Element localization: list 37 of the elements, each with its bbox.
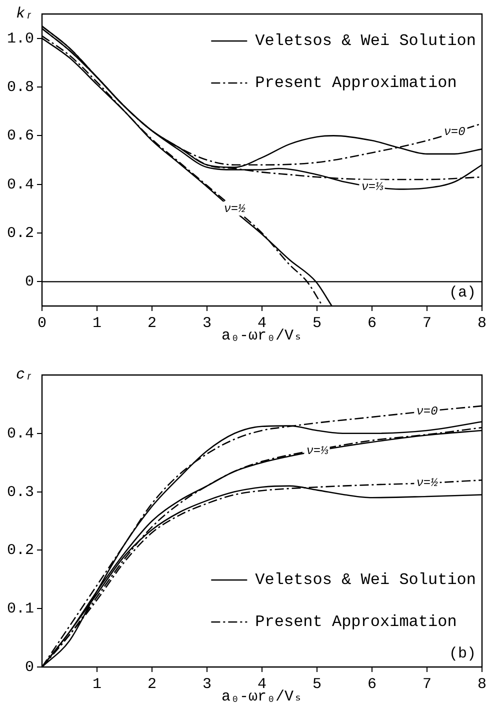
annotation: ν=0	[416, 404, 438, 418]
x-tick-label: 8	[477, 314, 487, 332]
y-tick-label: 0.3	[6, 484, 34, 501]
legend-label: Veletsos & Wei Solution	[255, 32, 476, 50]
x-tick-label: 5	[312, 314, 322, 332]
y-tick-label: 0.8	[6, 78, 34, 96]
x-tick-label: 6	[367, 676, 377, 693]
y-axis-title: kᵣ	[16, 5, 34, 22]
y-tick-label: 0.1	[6, 600, 34, 618]
annotation: ν=0	[444, 125, 466, 140]
x-tick-label: 0	[37, 314, 47, 332]
y-tick-label: 0.6	[6, 128, 34, 145]
x-tick-label: 2	[147, 676, 157, 693]
x-tick-label: 7	[422, 676, 432, 693]
annotation: (b)	[448, 645, 476, 662]
y-tick-label: 0	[24, 274, 34, 291]
annotation: (a)	[448, 284, 476, 302]
x-tick-label: 7	[422, 314, 432, 332]
x-tick-label: 2	[147, 314, 157, 332]
x-tick-label: 3	[202, 676, 212, 693]
y-tick-label: 0	[24, 658, 34, 676]
x-tick-label: 1	[92, 676, 102, 693]
x-tick-label: 1	[92, 314, 102, 332]
y-tick-label: 0.4	[6, 176, 34, 194]
legend-label: Present Approximation	[255, 74, 457, 92]
y-tick-label: 0.2	[6, 542, 34, 560]
legend-label: Present Approximation	[255, 613, 457, 632]
y-axis-title: cᵣ	[16, 366, 34, 384]
x-tick-label: 8	[477, 676, 487, 693]
y-tick-label: 1.0	[6, 30, 34, 48]
x-tick-label: 6	[367, 314, 377, 332]
x-tick-label: 5	[312, 676, 322, 693]
legend-label: Veletsos & Wei Solution	[255, 571, 476, 590]
x-tick-label: 3	[202, 314, 212, 332]
annotation: ν=½	[416, 476, 439, 490]
y-tick-label: 0.4	[6, 425, 34, 442]
y-tick-label: 0.2	[6, 224, 34, 242]
